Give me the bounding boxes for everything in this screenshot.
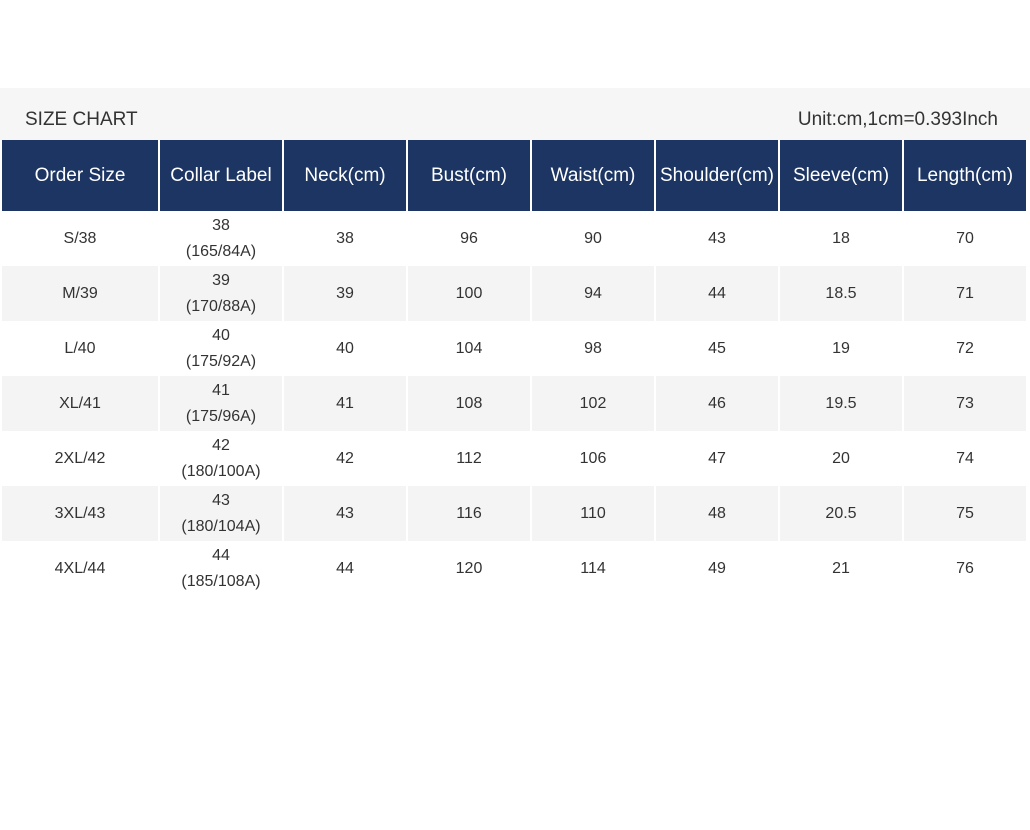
table-header-row: Order Size Collar Label Neck(cm) Bust(cm… [2, 140, 1026, 211]
cell-collar: 42 (180/100A) [160, 431, 282, 486]
cell-sleeve: 18.5 [780, 266, 902, 321]
cell-length: 73 [904, 376, 1026, 431]
cell-length: 70 [904, 211, 1026, 266]
cell-waist: 106 [532, 431, 654, 486]
unit-note: Unit:cm,1cm=0.393Inch [797, 109, 998, 130]
cell-sleeve: 19.5 [780, 376, 902, 431]
chart-title: SIZE CHART [25, 109, 138, 130]
collar-fit-code: (180/104A) [181, 517, 261, 535]
size-table: Order Size Collar Label Neck(cm) Bust(cm… [0, 140, 1028, 596]
table-body: S/38 38 (165/84A) 38 96 90 43 18 70 M/39 39 (170/88… [2, 211, 1026, 596]
cell-neck: 44 [284, 541, 406, 596]
column-header: Order Size [2, 140, 158, 211]
cell-bust: 112 [408, 431, 530, 486]
cell-shoulder: 47 [656, 431, 778, 486]
cell-waist: 114 [532, 541, 654, 596]
cell-order-size: 3XL/43 [2, 486, 158, 541]
table-row: 4XL/44 44 (185/108A) 44 120 114 49 21 76 [2, 541, 1026, 596]
cell-order-size: XL/41 [2, 376, 158, 431]
collar-number: 44 [212, 546, 230, 564]
collar-number: 38 [212, 216, 230, 234]
cell-bust: 96 [408, 211, 530, 266]
cell-neck: 43 [284, 486, 406, 541]
cell-length: 71 [904, 266, 1026, 321]
table-row: S/38 38 (165/84A) 38 96 90 43 18 70 [2, 211, 1026, 266]
table-row: 2XL/42 42 (180/100A) 42 112 106 47 20 74 [2, 431, 1026, 486]
cell-bust: 108 [408, 376, 530, 431]
cell-shoulder: 46 [656, 376, 778, 431]
cell-collar: 43 (180/104A) [160, 486, 282, 541]
collar-fit-code: (185/108A) [181, 572, 261, 590]
cell-waist: 94 [532, 266, 654, 321]
collar-fit-code: (165/84A) [185, 242, 257, 260]
cell-collar: 39 (170/88A) [160, 266, 282, 321]
cell-neck: 41 [284, 376, 406, 431]
column-header: Collar Label [160, 140, 282, 211]
cell-collar: 40 (175/92A) [160, 321, 282, 376]
column-header: Bust(cm) [408, 140, 530, 211]
cell-sleeve: 21 [780, 541, 902, 596]
collar-fit-code: (180/100A) [181, 462, 261, 480]
cell-bust: 116 [408, 486, 530, 541]
cell-neck: 40 [284, 321, 406, 376]
collar-number: 39 [212, 271, 230, 289]
cell-order-size: 2XL/42 [2, 431, 158, 486]
collar-fit-code: (175/96A) [185, 407, 257, 425]
cell-length: 72 [904, 321, 1026, 376]
collar-number: 42 [212, 436, 230, 454]
collar-number: 43 [212, 491, 230, 509]
cell-shoulder: 45 [656, 321, 778, 376]
cell-sleeve: 18 [780, 211, 902, 266]
cell-neck: 42 [284, 431, 406, 486]
column-header: Length(cm) [904, 140, 1026, 211]
cell-sleeve: 19 [780, 321, 902, 376]
column-header: Waist(cm) [532, 140, 654, 211]
cell-bust: 104 [408, 321, 530, 376]
cell-collar: 38 (165/84A) [160, 211, 282, 266]
cell-shoulder: 44 [656, 266, 778, 321]
cell-collar: 44 (185/108A) [160, 541, 282, 596]
title-bar [0, 88, 1030, 140]
cell-neck: 38 [284, 211, 406, 266]
collar-number: 41 [212, 381, 230, 399]
cell-length: 75 [904, 486, 1026, 541]
cell-order-size: S/38 [2, 211, 158, 266]
collar-number: 40 [212, 326, 230, 344]
cell-order-size: 4XL/44 [2, 541, 158, 596]
cell-bust: 100 [408, 266, 530, 321]
cell-length: 74 [904, 431, 1026, 486]
cell-waist: 90 [532, 211, 654, 266]
cell-bust: 120 [408, 541, 530, 596]
cell-collar: 41 (175/96A) [160, 376, 282, 431]
collar-fit-code: (175/92A) [185, 352, 257, 370]
cell-waist: 110 [532, 486, 654, 541]
column-header: Shoulder(cm) [656, 140, 778, 211]
cell-length: 76 [904, 541, 1026, 596]
table-row: M/39 39 (170/88A) 39 100 94 44 18.5 71 [2, 266, 1026, 321]
cell-order-size: M/39 [2, 266, 158, 321]
cell-sleeve: 20.5 [780, 486, 902, 541]
column-header: Neck(cm) [284, 140, 406, 211]
collar-fit-code: (170/88A) [185, 297, 257, 315]
cell-sleeve: 20 [780, 431, 902, 486]
cell-shoulder: 48 [656, 486, 778, 541]
column-header: Sleeve(cm) [780, 140, 902, 211]
table-row: 3XL/43 43 (180/104A) 43 116 110 48 20.5 75 [2, 486, 1026, 541]
table-row: XL/41 41 (175/96A) 41 108 102 46 19.5 73 [2, 376, 1026, 431]
cell-order-size: L/40 [2, 321, 158, 376]
cell-neck: 39 [284, 266, 406, 321]
cell-waist: 98 [532, 321, 654, 376]
table-row: L/40 40 (175/92A) 40 104 98 45 19 72 [2, 321, 1026, 376]
cell-waist: 102 [532, 376, 654, 431]
cell-shoulder: 49 [656, 541, 778, 596]
cell-shoulder: 43 [656, 211, 778, 266]
